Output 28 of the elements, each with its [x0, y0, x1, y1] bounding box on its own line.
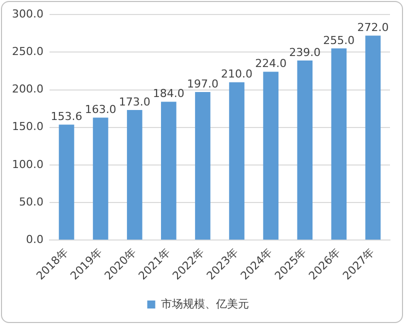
data-label: 163.0	[84, 102, 116, 116]
data-label: 184.0	[152, 87, 184, 100]
bar	[365, 36, 381, 240]
y-tick-label: 0.0	[26, 232, 44, 246]
data-label: 153.6	[50, 110, 82, 123]
bar	[195, 92, 210, 240]
data-label: 255.0	[323, 34, 355, 47]
bar	[297, 60, 313, 240]
data-label: 272.0	[357, 21, 389, 34]
bar	[331, 48, 347, 240]
legend-label: 市场规模、亿美元	[160, 297, 249, 310]
y-tick-label: 200.0	[12, 82, 44, 96]
bar	[263, 72, 278, 240]
data-label: 197.0	[186, 77, 218, 90]
y-tick-label: 300.0	[12, 7, 44, 20]
y-tick-label: 50.0	[18, 195, 44, 208]
y-tick-label: 100.0	[12, 158, 44, 171]
data-label: 173.0	[118, 95, 150, 108]
data-label: 239.0	[289, 46, 321, 59]
data-label: 224.0	[255, 57, 287, 70]
bar	[161, 102, 176, 240]
bar	[58, 124, 74, 240]
bar	[229, 82, 244, 240]
bar	[92, 118, 108, 240]
bar	[126, 110, 142, 240]
data-label: 210.0	[221, 68, 253, 81]
y-tick-label: 250.0	[12, 45, 44, 58]
y-tick-label: 150.0	[12, 120, 44, 134]
